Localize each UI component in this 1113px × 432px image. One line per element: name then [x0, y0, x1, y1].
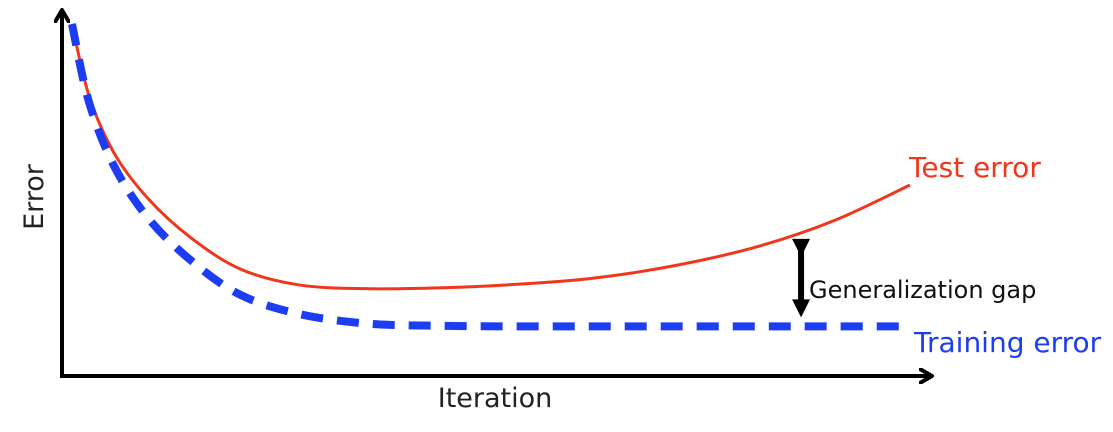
series-label-training-error: Training error	[913, 326, 1102, 359]
y-axis-label: Error	[19, 163, 50, 230]
annotation-generalization-gap: Generalization gap	[809, 276, 1036, 304]
series-label-test-error: Test error	[908, 151, 1041, 184]
plot-area	[68, 23, 911, 331]
series-line-training-error	[68, 23, 910, 331]
x-axis-label: Iteration	[438, 383, 553, 414]
series-line-test-error	[70, 23, 911, 291]
